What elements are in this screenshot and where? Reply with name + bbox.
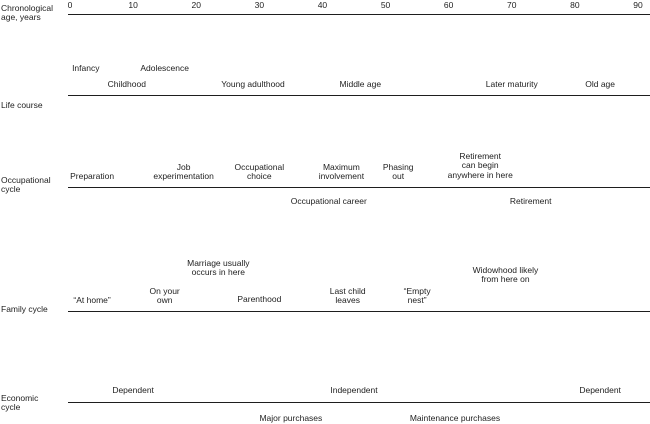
- family-cycle-row-label: Family cycle: [1, 304, 48, 314]
- occupational-choice-label: Occupational choice: [234, 162, 285, 182]
- age-tick: 90: [633, 0, 643, 10]
- family-cycle-line: [68, 311, 650, 312]
- economic-cycle-line: [68, 402, 650, 403]
- last-child-leaves-label: Last child leaves: [329, 286, 366, 306]
- occupational-career-label: Occupational career: [290, 196, 367, 206]
- childhood-label: Childhood: [107, 79, 146, 89]
- life-course-row-label: Life course: [1, 100, 43, 110]
- occupational-cycle-line: [68, 187, 650, 188]
- age-tick: 70: [507, 0, 517, 10]
- axis-label: Chronological age, years: [1, 3, 53, 23]
- widowhood-label: Widowhood likely from here on: [472, 265, 539, 285]
- age-ticks: 0 10 20 30 40 50 60 70 80 90: [0, 0, 650, 13]
- age-tick: 0: [67, 0, 73, 10]
- independent-label: Independent: [330, 385, 378, 395]
- marriage-usually-label: Marriage usually occurs in here: [187, 258, 250, 278]
- age-axis-line: [68, 14, 650, 15]
- age-tick: 20: [191, 0, 201, 10]
- empty-nest-label: “Empty nest”: [403, 286, 431, 306]
- infancy-label: Infancy: [72, 63, 100, 73]
- phasing-out-label: Phasing out: [382, 162, 414, 182]
- at-home-label: “At home”: [73, 295, 111, 305]
- retirement-can-begin-label: Retirement can begin anywhere in here: [447, 151, 513, 180]
- retirement-label: Retirement: [509, 196, 552, 206]
- middle-age-label: Middle age: [339, 79, 382, 89]
- major-purchases-label: Major purchases: [259, 413, 323, 423]
- age-tick: 10: [128, 0, 138, 10]
- occupational-cycle-row-label: Occupational cycle: [1, 175, 51, 195]
- young-adulthood-label: Young adulthood: [221, 79, 285, 89]
- on-your-own-label: On your own: [149, 286, 180, 306]
- age-tick: 50: [380, 0, 391, 10]
- adolescence-label: Adolescence: [140, 63, 189, 73]
- parenthood-label: Parenthood: [237, 294, 282, 304]
- life-course-line: [68, 95, 650, 96]
- dependent-late-label: Dependent: [579, 385, 621, 395]
- economic-cycle-row-label: Economic cycle: [1, 393, 39, 413]
- age-tick: 30: [254, 0, 265, 10]
- age-tick: 60: [443, 0, 454, 10]
- age-tick: 40: [317, 0, 328, 10]
- age-tick: 80: [570, 0, 580, 10]
- preparation-label: Preparation: [70, 171, 115, 181]
- later-maturity-label: Later maturity: [485, 79, 538, 89]
- job-experimentation-label: Job experimentation: [153, 162, 214, 182]
- old-age-label: Old age: [585, 79, 616, 89]
- maintenance-purchases-label: Maintenance purchases: [409, 413, 501, 423]
- maximum-involvement-label: Maximum involvement: [318, 162, 365, 182]
- dependent-early-label: Dependent: [112, 385, 154, 395]
